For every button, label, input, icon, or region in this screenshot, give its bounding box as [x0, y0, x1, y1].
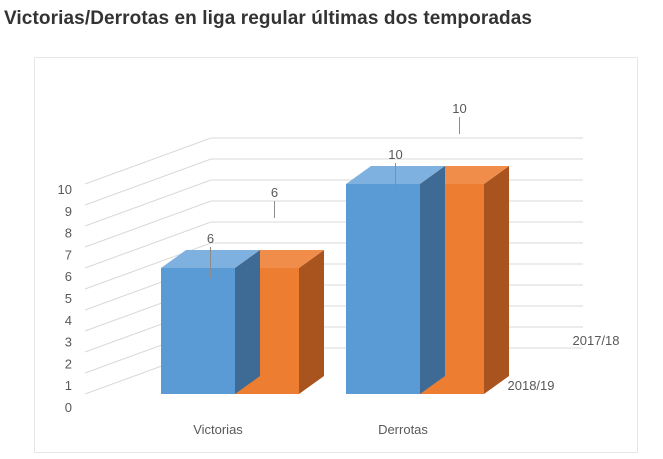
bar-side — [420, 166, 445, 394]
y-tick-label: 10 — [58, 182, 72, 197]
page-title: Victorias/Derrotas en liga regular últim… — [4, 8, 533, 29]
bar-2018-19 — [346, 166, 445, 394]
y-tick-label: 7 — [65, 247, 72, 262]
gridline — [84, 137, 583, 185]
chart-labels: 0 1 2 3 4 5 6 7 8 9 10 6 10 6 10 Victorias Derrotas 2017/… — [58, 101, 620, 437]
data-label: 10 — [452, 101, 466, 116]
y-tick-label: 9 — [65, 204, 72, 219]
series-label-2018-19: 2018/19 — [508, 378, 555, 393]
bar-front — [346, 184, 420, 394]
chart-area — [34, 57, 638, 453]
y-tick-label: 8 — [65, 226, 72, 241]
y-tick-label: 6 — [65, 269, 72, 284]
bar-side — [235, 250, 260, 394]
y-tick-label: 4 — [65, 313, 72, 328]
series-label-2017-18: 2017/18 — [573, 333, 620, 348]
category-label: Victorias — [193, 422, 243, 437]
y-tick-label: 2 — [65, 356, 72, 371]
series-2018-19 — [161, 166, 445, 394]
y-tick-label: 3 — [65, 335, 72, 350]
gridline — [84, 158, 583, 206]
bar-side — [299, 250, 324, 394]
bar-front — [161, 268, 235, 394]
y-tick-label: 5 — [65, 291, 72, 306]
bar-2018-19 — [161, 250, 260, 394]
y-tick-label: 0 — [65, 400, 72, 415]
data-label: 10 — [388, 147, 402, 162]
y-tick-label: 1 — [65, 378, 72, 393]
data-label: 6 — [207, 231, 214, 246]
data-label: 6 — [271, 185, 278, 200]
category-label: Derrotas — [378, 422, 428, 437]
bar-side — [484, 166, 509, 394]
